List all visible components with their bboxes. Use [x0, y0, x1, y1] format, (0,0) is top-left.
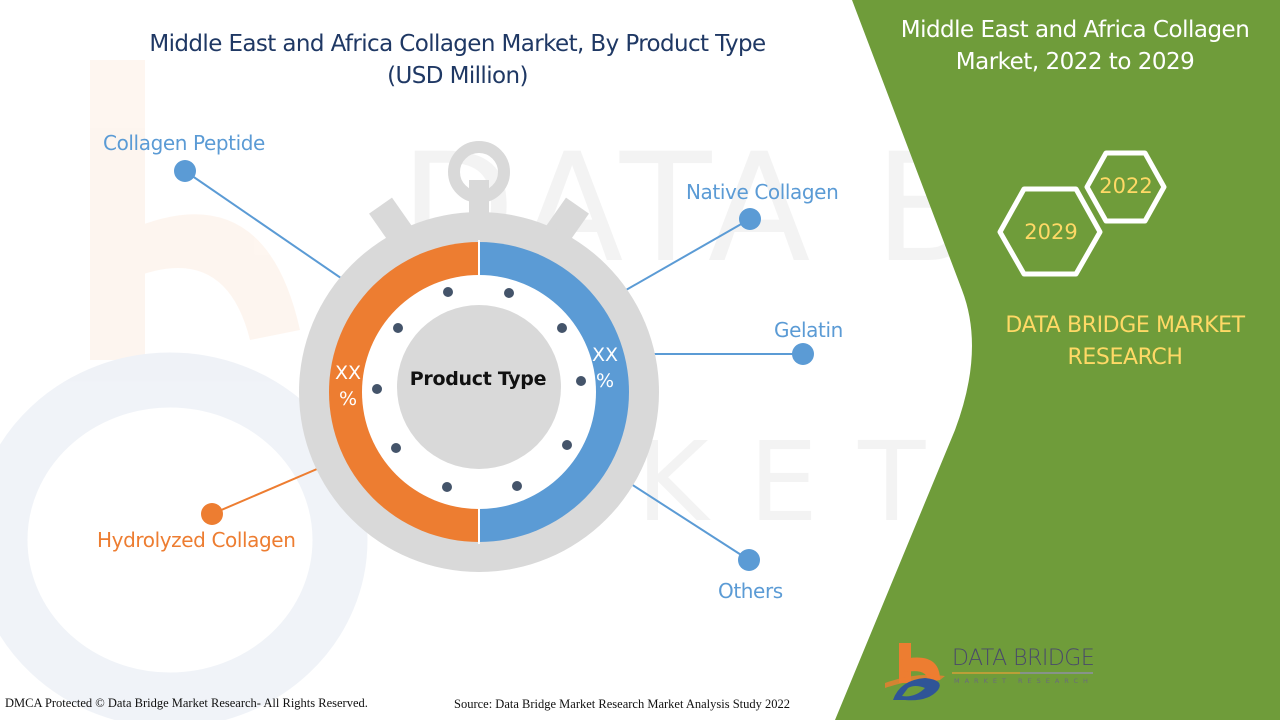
brand-line-1: DATA BRIDGE MARKET — [1005, 313, 1245, 338]
side-panel-shape — [835, 0, 1280, 720]
marker-hydrolyzed-collagen-icon — [201, 503, 223, 525]
brand-name: DATA BRIDGE MARKET RESEARCH — [985, 310, 1265, 374]
label-hydrolyzed-collagen: Hydrolyzed Collagen — [97, 528, 296, 552]
chart-title: Middle East and Africa Collagen Market, … — [100, 28, 815, 92]
label-native-collagen: Native Collagen — [686, 180, 839, 204]
marker-gelatin-icon — [792, 343, 814, 365]
footer-copyright: DMCA Protected © Data Bridge Market Rese… — [5, 696, 368, 710]
pct-left-value: XX — [334, 362, 362, 384]
pct-left: XX % — [328, 360, 368, 412]
label-gelatin: Gelatin — [774, 318, 843, 342]
label-others: Others — [718, 579, 783, 603]
label-collagen-peptide: Collagen Peptide — [103, 131, 265, 155]
title-line-2: (USD Million) — [387, 63, 528, 89]
dial-tick-dots — [372, 287, 586, 492]
pct-left-unit: % — [338, 388, 358, 410]
connector-collagen-peptide — [184, 170, 371, 299]
side-title-line-1: Middle East and Africa Collagen — [900, 17, 1250, 43]
year-2022: 2022 — [1099, 174, 1153, 198]
marker-collagen-peptide-icon — [174, 160, 196, 182]
marker-others-icon — [738, 549, 760, 571]
brand-line-2: RESEARCH — [1067, 345, 1183, 370]
title-line-1: Middle East and Africa Collagen Market, … — [149, 31, 766, 57]
side-title-line-2: Market, 2022 to 2029 — [955, 49, 1195, 75]
center-label: Product Type — [409, 368, 547, 390]
footer-source: Source: Data Bridge Market Research Mark… — [454, 697, 791, 711]
pct-right-value: XX — [591, 344, 619, 366]
stopwatch-icon — [299, 141, 659, 572]
hexagon-2029-icon — [997, 186, 1103, 277]
pct-right: XX % — [585, 342, 625, 394]
logo-tagline: MARKET RESEARCH — [954, 677, 1093, 685]
connector-native-collagen — [625, 218, 751, 291]
hexagon-2022-icon — [1084, 150, 1167, 224]
marker-native-collagen-icon — [739, 208, 761, 230]
watermark-logo-icon — [0, 60, 368, 720]
data-bridge-logo-icon — [885, 643, 1093, 701]
pct-right-unit: % — [595, 370, 615, 392]
year-2029: 2029 — [1024, 220, 1078, 244]
logo-name: DATA BRIDGE — [952, 646, 1095, 671]
side-panel-title: Middle East and Africa Collagen Market, … — [880, 14, 1270, 78]
